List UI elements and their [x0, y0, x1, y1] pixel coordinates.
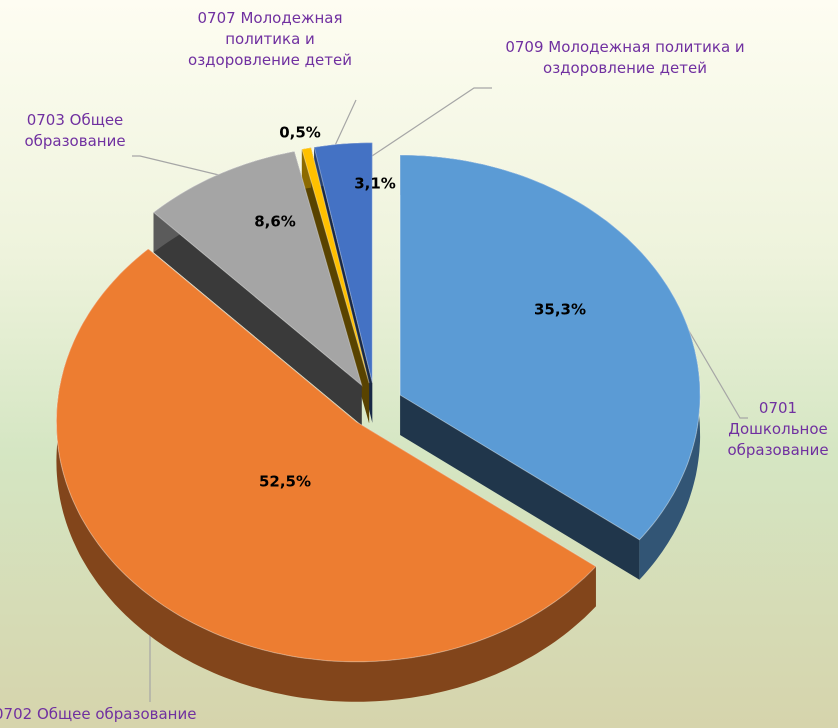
slice	[55, 248, 597, 663]
leader-line	[132, 155, 253, 184]
category-label: 0703 Общее образование	[24, 111, 126, 150]
value-label: 0,5%	[279, 124, 321, 142]
category-label: 0702 Общее образование	[0, 705, 197, 723]
slice-tops	[55, 142, 701, 663]
slice	[313, 142, 373, 383]
value-label: 52,5%	[259, 473, 311, 491]
value-label: 3,1%	[354, 175, 396, 193]
slice-wall	[400, 395, 640, 580]
slice	[152, 150, 363, 387]
category-label: 0709 Молодежная политика и оздоровление …	[505, 38, 745, 77]
category-label: 0707 Молодежная политика и оздоровление …	[188, 9, 352, 69]
value-label: 8,6%	[254, 213, 296, 231]
slice	[399, 154, 701, 541]
leader-line	[359, 87, 492, 165]
value-label: 35,3%	[534, 301, 586, 319]
category-label: 0701 Дошкольное образование	[727, 399, 829, 459]
slice	[301, 147, 370, 384]
slice-wall	[153, 212, 362, 426]
